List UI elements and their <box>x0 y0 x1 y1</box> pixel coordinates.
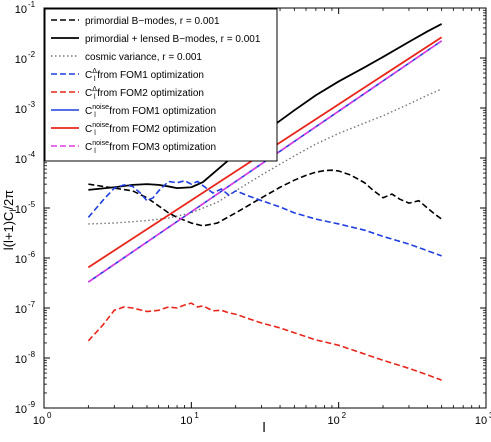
x-tick-exponent: 1 <box>194 411 199 420</box>
y-tick-label: 10 <box>15 154 27 166</box>
legend-label: Cnoise l from FOM2 optimization <box>85 122 216 137</box>
y-tick-label: 10 <box>15 204 27 216</box>
x-tick-exponent: 2 <box>342 411 347 420</box>
y-tick-label: 10 <box>15 104 27 116</box>
y-tick-exponent: -8 <box>28 350 36 359</box>
y-tick-label: 10 <box>15 254 27 266</box>
series-line-1 <box>88 169 443 227</box>
series-line-5 <box>87 302 442 381</box>
legend-label: CΔ l from FOM1 optimization <box>85 68 204 83</box>
y-tick-label: 10 <box>15 304 27 316</box>
series-line-8 <box>87 40 443 283</box>
series-line-3 <box>88 88 442 225</box>
y-tick-label: 10 <box>15 404 27 416</box>
legend-box <box>44 8 278 162</box>
y-tick-label: 10 <box>15 54 27 66</box>
x-tick-label: 10 <box>475 415 487 427</box>
y-tick-exponent: -9 <box>28 400 36 409</box>
y-tick-exponent: -2 <box>28 50 36 59</box>
legend-label: Cnoise l from FOM3 optimization <box>85 140 216 155</box>
legend-label: Cnoise l from FOM1 optimization <box>85 104 216 119</box>
x-tick-label: 10 <box>180 415 192 427</box>
y-tick-exponent: -5 <box>28 200 36 209</box>
legend-label: CΔ l from FOM2 optimization <box>85 86 204 101</box>
x-axis-label: l <box>262 419 265 435</box>
y-tick-exponent: -4 <box>28 150 36 159</box>
series-line-4 <box>87 180 442 257</box>
x-tick-exponent: 3 <box>489 411 491 420</box>
x-tick-exponent: 0 <box>47 411 52 420</box>
y-tick-exponent: -7 <box>28 300 36 309</box>
y-tick-exponent: -1 <box>28 0 36 9</box>
x-tick-label: 10 <box>33 415 45 427</box>
legend-label: primordial + lensed B−modes, r = 0.001 <box>85 34 261 45</box>
y-tick-exponent: -6 <box>28 250 36 259</box>
legend-label: cosmic variance, r = 0.001 <box>85 52 202 63</box>
series-layer <box>87 23 443 381</box>
series-line-2 <box>88 23 443 191</box>
legend-label: primordial B−modes, r = 0.001 <box>85 16 220 27</box>
y-tick-label: 10 <box>15 354 27 366</box>
x-tick-label: 10 <box>328 415 340 427</box>
y-tick-exponent: -3 <box>28 100 36 109</box>
legend: primordial B−modes, r = 0.001 primordial … <box>44 8 278 162</box>
y-tick-label: 10 <box>15 4 27 16</box>
y-axis-label: l(l+1)Cl/2π <box>1 190 18 250</box>
